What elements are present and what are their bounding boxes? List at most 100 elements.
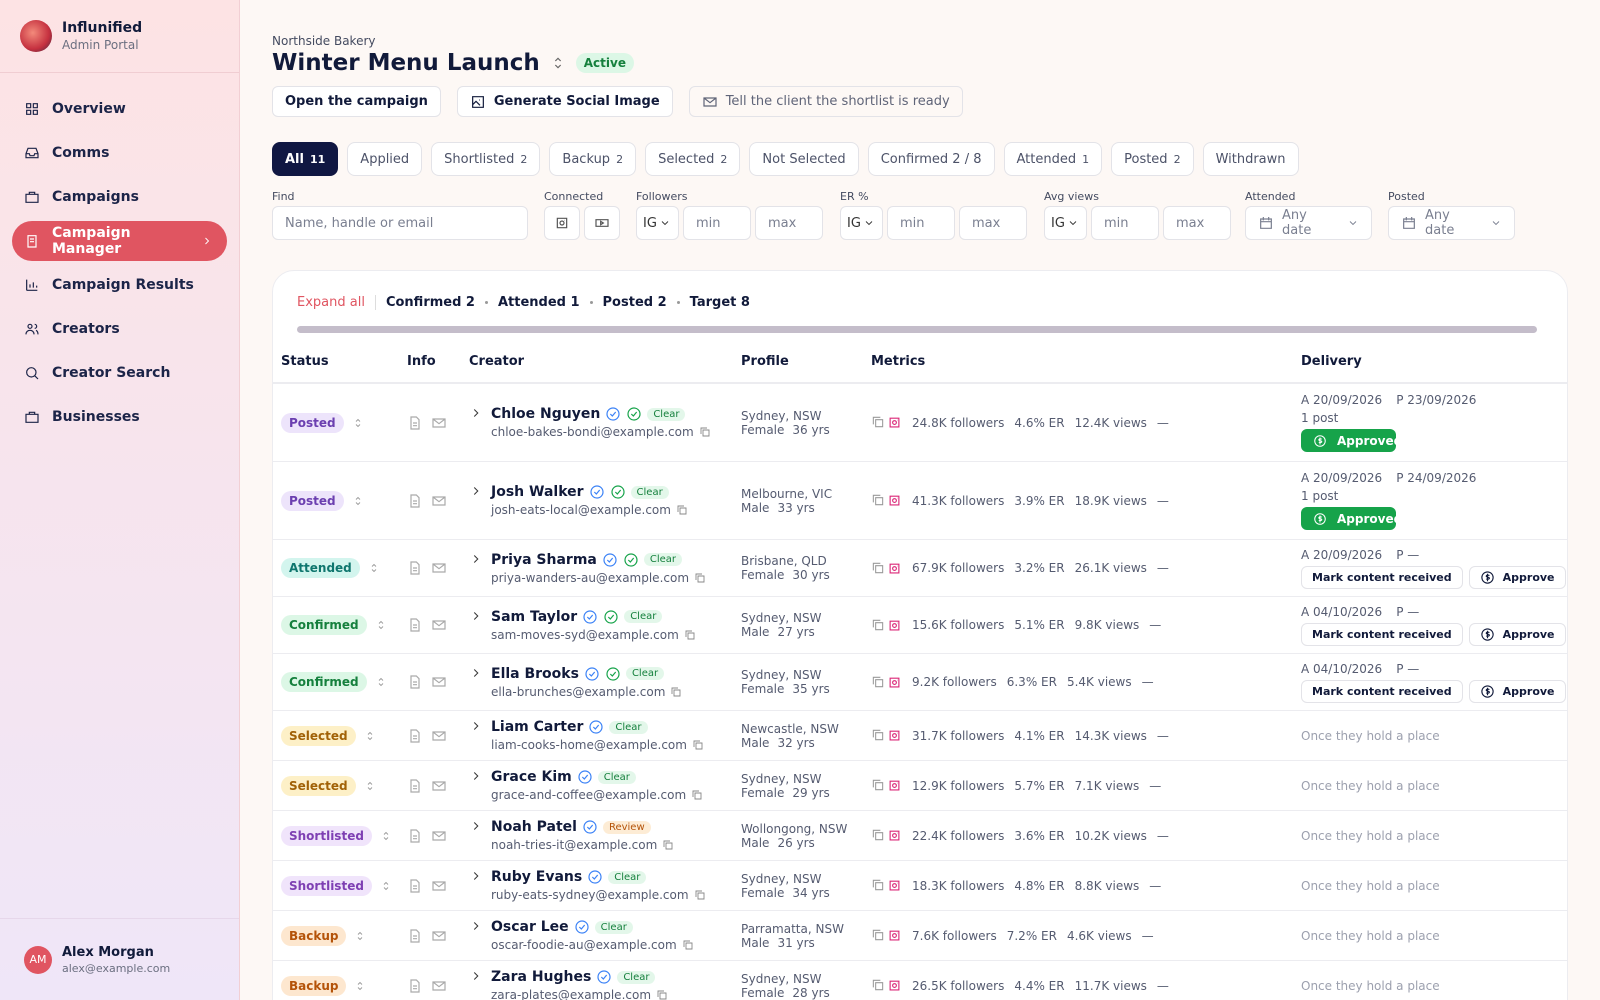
tab[interactable]: Shortlisted 2 <box>431 142 541 176</box>
delivery-button[interactable]: Mark content received <box>1301 679 1463 703</box>
icon-path <box>473 668 479 677</box>
creator-name: Ella Brooks <box>491 665 579 682</box>
nav-item[interactable]: Creator Search <box>12 353 227 393</box>
tab[interactable]: Not Selected <box>749 142 859 176</box>
icon-svg <box>1349 221 1357 226</box>
icon <box>431 493 447 509</box>
platform-select[interactable]: IG <box>636 206 679 240</box>
tab[interactable]: All 11 <box>272 142 339 176</box>
platform-select[interactable]: IG <box>1044 206 1087 240</box>
creator-info: Ella Brooks Clear ella-brunches@example.co… <box>491 666 682 699</box>
icon-path <box>872 879 884 891</box>
icon-svg <box>872 779 884 791</box>
tab[interactable]: Applied <box>347 142 423 176</box>
expand-all[interactable]: Expand all <box>297 295 376 310</box>
creator-cell: Noah Patel Review noah-tries-it@example.co… <box>469 819 741 852</box>
metric-views: 14.3K views <box>1074 728 1147 743</box>
posted-date: P 23/09/2026 <box>1396 393 1477 407</box>
icon-svg <box>872 979 884 991</box>
icon-path <box>410 415 420 430</box>
tab[interactable]: Selected 2 <box>645 142 741 176</box>
posted-date: P — <box>1396 661 1420 676</box>
icon-svg <box>473 611 479 620</box>
creator-name: Ruby Evans <box>491 869 583 885</box>
icon-path <box>606 407 620 421</box>
status-pill: Confirmed <box>281 615 367 635</box>
location: Brisbane, QLD <box>741 554 827 568</box>
icon <box>201 235 213 247</box>
nav-item[interactable]: Businesses <box>12 397 227 437</box>
tab[interactable]: Backup 2 <box>549 142 637 176</box>
tab[interactable]: Withdrawn <box>1202 142 1299 176</box>
delivery-button[interactable]: Approve <box>1468 679 1566 703</box>
icon-svg <box>865 221 873 226</box>
icon-svg <box>693 740 703 750</box>
max-input[interactable]: max <box>1163 206 1231 240</box>
icon-path <box>1481 570 1494 584</box>
icon <box>469 666 483 680</box>
connected-toggle[interactable] <box>584 206 620 240</box>
date-select[interactable]: Any date <box>1388 206 1515 240</box>
icon-svg <box>25 323 39 335</box>
filter-controls: IG min max <box>1044 206 1231 240</box>
gender: Male <box>741 625 770 639</box>
screening-badge: Clear <box>597 770 636 784</box>
creator-email: liam-cooks-home@example.com <box>491 738 687 752</box>
action-button[interactable]: Generate Social Image <box>456 86 673 117</box>
nav-item[interactable]: Overview <box>12 89 227 129</box>
nav-item[interactable]: Campaigns <box>12 177 227 217</box>
metric-dash: — <box>1156 415 1169 430</box>
icon-svg <box>583 609 597 624</box>
min-input[interactable]: min <box>683 206 751 240</box>
max-input[interactable]: max <box>959 206 1027 240</box>
icon-svg <box>889 780 900 791</box>
min-input[interactable]: min <box>1091 206 1159 240</box>
platform-select[interactable]: IG <box>840 206 883 240</box>
find-input[interactable]: Name, handle or email <box>272 206 528 240</box>
icon <box>24 365 40 381</box>
icon-svg <box>595 219 609 227</box>
user: AM Alex Morgan alex@example.com <box>0 918 239 1000</box>
delivery-button[interactable]: Approve <box>1468 622 1566 646</box>
demographics: Female 36 yrs <box>741 423 871 437</box>
tab-label: Shortlisted <box>444 151 515 167</box>
nav-item[interactable]: Comms <box>12 133 227 173</box>
age: 28 yrs <box>792 985 830 1000</box>
min-input[interactable]: min <box>887 206 955 240</box>
creator-email-row: noah-tries-it@example.com <box>491 838 674 852</box>
icon <box>431 828 447 844</box>
age: 27 yrs <box>777 625 815 639</box>
delivery-button[interactable]: Approve <box>1468 565 1566 589</box>
tab[interactable]: Confirmed 2 / 8 <box>867 142 995 176</box>
status-pill: Shortlisted <box>281 875 372 896</box>
connected-toggle[interactable] <box>544 206 580 240</box>
nav-item[interactable]: Campaign Manager <box>12 221 227 261</box>
tab[interactable]: Posted 2 <box>1111 142 1194 176</box>
nav-item[interactable]: Creators <box>12 309 227 349</box>
max-input[interactable]: max <box>755 206 823 240</box>
icon-svg <box>872 729 884 741</box>
action-button[interactable]: Open the campaign <box>272 86 441 117</box>
creator-email-row: ella-brunches@example.com <box>491 685 682 699</box>
icon <box>684 629 696 641</box>
nav-item[interactable]: Campaign Results <box>12 265 227 305</box>
icon-path <box>889 780 900 791</box>
delivery-button[interactable]: Mark content received <box>1301 622 1463 646</box>
screening-badge: Clear <box>609 720 648 734</box>
creator-name-row: Zara Hughes Clear <box>491 969 668 985</box>
approved-badge: Approved <box>1301 429 1402 452</box>
icon <box>407 493 423 509</box>
platform: IG <box>847 215 861 231</box>
tab-label: Confirmed 2 / 8 <box>880 151 982 167</box>
metric-followers: 24.8K followers <box>912 415 1005 430</box>
tab[interactable]: Attended 1 <box>1003 142 1103 176</box>
icon-path <box>432 930 446 941</box>
icon <box>1258 215 1274 231</box>
icon <box>407 778 423 794</box>
tabs: All 11 Applied Shortlisted 2 Backup 2 Selected 2… <box>272 142 1299 176</box>
icon-path <box>1069 221 1077 226</box>
delivery-button-label: Mark content received <box>1312 627 1452 641</box>
action-button[interactable]: Tell the client the shortlist is ready <box>688 86 963 117</box>
delivery-button[interactable]: Mark content received <box>1301 565 1463 589</box>
date-select[interactable]: Any date <box>1245 206 1372 240</box>
